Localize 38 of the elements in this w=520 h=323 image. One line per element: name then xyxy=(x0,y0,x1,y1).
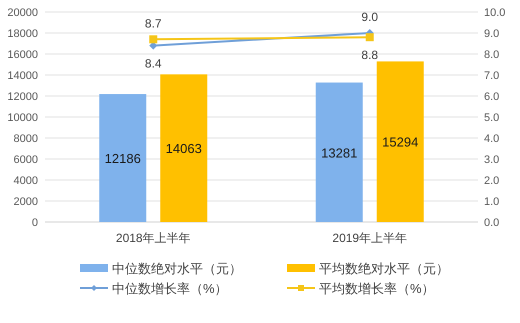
y-tick-label: 16000 xyxy=(7,49,38,61)
y-tick-label: 6000 xyxy=(14,154,38,166)
y2-tick-label: 1.0 xyxy=(484,196,500,208)
y-tick-label: 2000 xyxy=(14,196,38,208)
y-tick-label: 10000 xyxy=(7,112,38,124)
legend-label: 平均数绝对水平（元） xyxy=(319,261,449,276)
point xyxy=(149,35,158,44)
y2-tick-label: 9.0 xyxy=(484,28,500,40)
y2-tick-label: 3.0 xyxy=(484,154,500,166)
y-tick-label: 12000 xyxy=(7,91,38,103)
y2-tick-label: 7.0 xyxy=(484,70,500,82)
y2-tick-label: 10.0 xyxy=(484,7,506,19)
y-tick-label: 20000 xyxy=(7,7,38,19)
legend-label: 中位数绝对水平（元） xyxy=(112,261,242,276)
data-label: 9.0 xyxy=(361,10,378,24)
data-label: 12186 xyxy=(104,151,141,166)
y-tick-label: 0 xyxy=(32,217,38,229)
y2-tick-label: 4.0 xyxy=(484,133,500,145)
y2-tick-label: 5.0 xyxy=(484,112,500,124)
y2-tick-label: 6.0 xyxy=(484,91,500,103)
y2-tick-label: 2.0 xyxy=(484,175,500,187)
x-tick-label: 2018年上半年 xyxy=(116,231,191,245)
y2-tick-label: 0.0 xyxy=(484,217,500,229)
x-tick-label: 2019年上半年 xyxy=(332,231,408,245)
point xyxy=(366,33,374,42)
data-label: 14063 xyxy=(166,141,202,156)
data-label: 15294 xyxy=(382,134,418,150)
y-tick-label: 14000 xyxy=(7,70,38,82)
y-tick-label: 18000 xyxy=(7,28,38,40)
legend-label: 中位数增长率（%） xyxy=(112,281,228,296)
y2-tick-label: 8.0 xyxy=(484,49,500,61)
y-tick-label: 8000 xyxy=(14,133,38,145)
y-tick-label: 4000 xyxy=(14,175,38,187)
data-label: 8.8 xyxy=(361,48,378,62)
data-label: 8.4 xyxy=(144,56,162,71)
data-label: 13281 xyxy=(321,145,358,160)
data-label: 8.7 xyxy=(144,16,162,30)
legend-label: 平均数增长率（%） xyxy=(319,281,435,296)
